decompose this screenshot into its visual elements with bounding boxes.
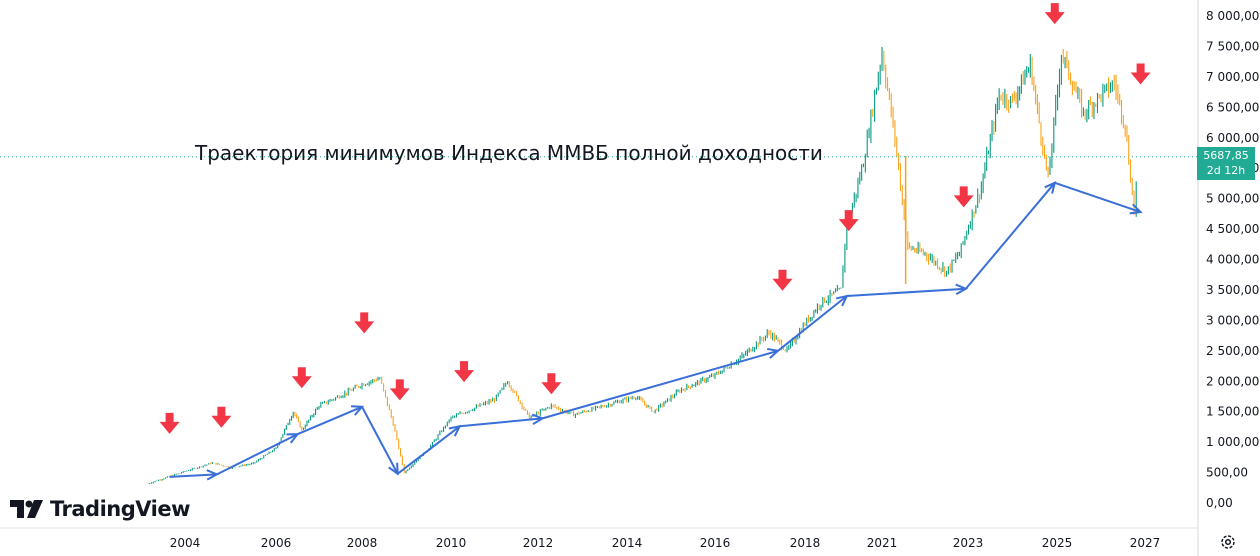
y-tick-label: 5 000,00 <box>1206 192 1259 206</box>
trajectory-segment <box>459 417 543 428</box>
y-tick-label: 4 000,00 <box>1206 253 1259 267</box>
y-tick-label: 3 500,00 <box>1206 283 1259 297</box>
chart-annotation: Траектория минимумов Индекса ММВБ полной… <box>194 141 823 165</box>
x-tick-label: 2027 <box>1130 536 1161 550</box>
x-tick-label: 2023 <box>953 536 984 550</box>
trajectory-arrowhead <box>1129 203 1143 215</box>
y-tick-label: 2 000,00 <box>1206 374 1259 388</box>
x-tick-label: 2018 <box>790 536 821 550</box>
x-axis-ticks: 2004 2006 2008 2010 2012 2014 2016 2018 2021 2023… <box>170 536 1161 550</box>
down-arrow-marker <box>354 312 375 334</box>
down-arrow-marker <box>211 406 232 428</box>
trajectory-segment <box>297 405 363 436</box>
trajectory-segment <box>216 433 298 476</box>
y-tick-label: 0,00 <box>1206 496 1233 510</box>
tradingview-logo[interactable]: TradingView <box>10 496 190 522</box>
x-tick-label: 2016 <box>700 536 731 550</box>
down-arrow-marker <box>389 379 410 401</box>
last-price-value: 5687,85 <box>1203 149 1249 162</box>
y-tick-label: 3 000,00 <box>1206 313 1259 327</box>
trajectory-segment <box>361 406 399 475</box>
x-tick-label: 2008 <box>347 536 378 550</box>
y-axis-ticks: 0,00 500,00 1 000,00 1 500,00 2 000,00 2 500,… <box>1206 9 1259 510</box>
settings-icon[interactable] <box>1219 533 1237 551</box>
down-arrow-marker <box>1044 3 1065 25</box>
y-tick-label: 4 500,00 <box>1206 222 1259 236</box>
y-tick-label: 1 500,00 <box>1206 405 1259 419</box>
y-tick-label: 8 000,00 <box>1206 9 1259 23</box>
down-arrow-marker <box>1130 63 1151 85</box>
minima-trajectory <box>169 181 1143 481</box>
x-tick-label: 2021 <box>867 536 898 550</box>
y-tick-label: 6 500,00 <box>1206 100 1259 114</box>
tradingview-logo-icon <box>10 500 43 518</box>
y-tick-label: 1 000,00 <box>1206 435 1259 449</box>
y-tick-label: 2 500,00 <box>1206 344 1259 358</box>
trajectory-segment <box>777 295 848 352</box>
trajectory-segment <box>169 473 217 478</box>
y-tick-label: 7 500,00 <box>1206 39 1259 53</box>
y-tick-label: 6 000,00 <box>1206 131 1259 145</box>
down-arrow-marker <box>772 269 793 291</box>
bar-countdown: 2d 12h <box>1206 164 1246 177</box>
down-arrow-marker <box>541 373 562 395</box>
x-tick-label: 2004 <box>170 536 201 550</box>
last-price-badge: 5687,85 2d 12h <box>1197 147 1255 180</box>
down-arrow-marker <box>838 210 859 232</box>
candles <box>147 46 1137 484</box>
down-arrow-marker <box>953 186 974 208</box>
down-arrow-markers <box>159 3 1151 434</box>
x-tick-label: 2025 <box>1042 536 1073 550</box>
down-arrow-marker <box>454 361 475 383</box>
x-tick-label: 2010 <box>436 536 467 550</box>
trajectory-segment <box>846 287 966 298</box>
trajectory-segment <box>396 425 461 475</box>
x-tick-label: 2014 <box>612 536 643 550</box>
tradingview-logo-text: TradingView <box>50 497 190 521</box>
trajectory-segment <box>1054 181 1141 213</box>
trajectory-segment <box>542 349 779 420</box>
x-tick-label: 2006 <box>261 536 292 550</box>
down-arrow-marker <box>159 412 180 434</box>
y-tick-label: 7 000,00 <box>1206 70 1259 84</box>
down-arrow-marker <box>291 367 312 389</box>
x-tick-label: 2012 <box>523 536 554 550</box>
y-tick-label: 500,00 <box>1206 466 1248 480</box>
trajectory-segment <box>965 182 1056 290</box>
